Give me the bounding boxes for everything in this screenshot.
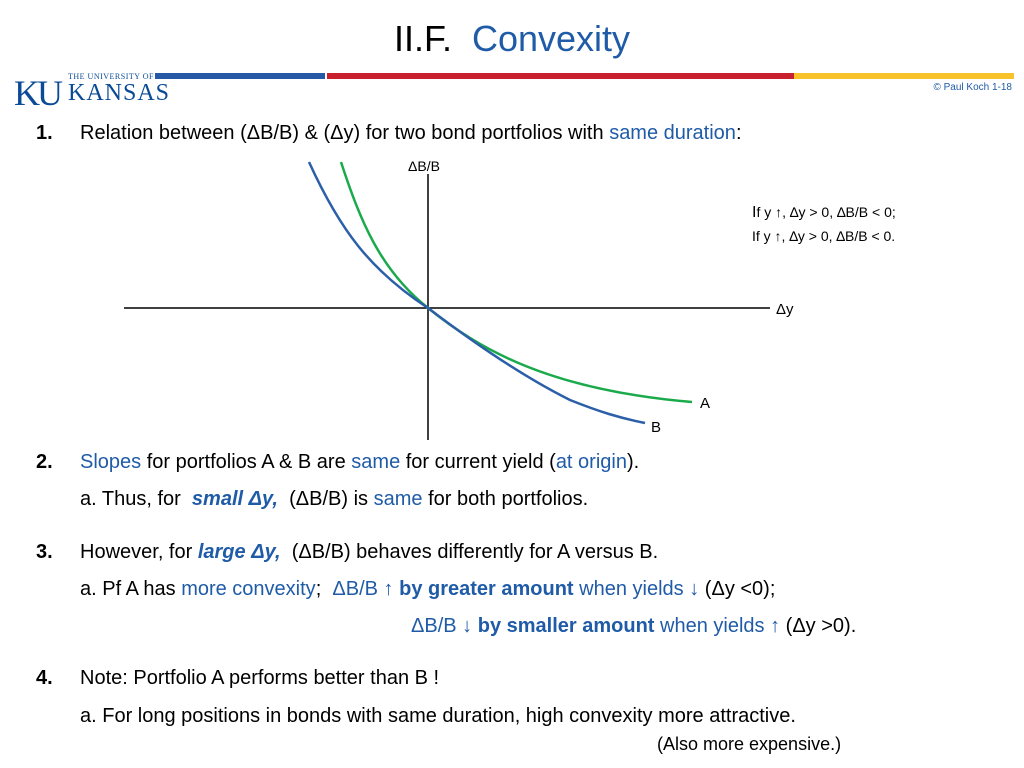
point-3b-text: ΔB/B ↓ by smaller amount when yields ↑ (… [411, 615, 856, 638]
point-3a-pre: a. Pf A has [80, 578, 176, 600]
point-2a-pre: a. Thus, for [80, 488, 181, 510]
point-4-number: 4. [36, 667, 53, 689]
x-axis-label: Δy [776, 301, 794, 318]
point-2a-post: for both portfolios. [428, 488, 589, 510]
point-3b-db: ΔB/B [411, 615, 457, 637]
point-3-text: However, for large Δy, (ΔB/B) behaves di… [80, 541, 658, 564]
point-3a-by: by greater amount [399, 578, 574, 600]
point-4-text: Note: Portfolio A performs better than B… [80, 667, 440, 689]
slide-title: II.F. Convexity [0, 18, 1024, 60]
header-bar-yellow [794, 73, 1014, 79]
point-3a-tail: (Δy <0); [704, 578, 776, 600]
header-bar-red [327, 73, 794, 79]
point-2-t1: for portfolios A & B are [146, 451, 346, 473]
down-arrow-icon: ↓ [462, 615, 473, 637]
y-axis-label: ΔB/B [408, 158, 440, 174]
note-line-1-rest: f y ↑, ∆y > 0, ∆B/B < 0; [756, 204, 895, 220]
curve-b-label: B [651, 419, 661, 436]
down-arrow-icon: ↓ [689, 578, 700, 600]
point-1-number: 1. [36, 122, 53, 144]
point-1-pre: Relation between (ΔB/B) & (Δy) for two b… [80, 122, 604, 144]
point-1-post: : [735, 122, 742, 144]
point-3b-by: by smaller amount [477, 615, 655, 637]
title-main: Convexity [471, 18, 631, 59]
point-4b-text: (Also more expensive.) [657, 734, 842, 754]
up-arrow-icon: ↑ [383, 578, 394, 600]
point-3-hl: large Δy, [197, 541, 281, 563]
point-3-pre: However, for [80, 541, 193, 563]
up-arrow-icon: ↑ [770, 615, 781, 637]
title-prefix: II.F. [393, 18, 452, 59]
point-2-hl2: same [351, 451, 401, 473]
point-3-number: 3. [36, 541, 53, 563]
point-2-text: Slopes for portfolios A & B are same for… [80, 451, 639, 474]
point-4a-text: a. For long positions in bonds with same… [80, 705, 796, 727]
point-2-hl3: at origin [555, 451, 627, 473]
note-line-1-initial: I [752, 204, 756, 221]
point-3a-hl: more convexity [181, 578, 316, 600]
logo-large-line: KANSAS [68, 80, 171, 106]
point-2a-text: a. Thus, for small Δy, (ΔB/B) is same fo… [80, 488, 588, 511]
logo-ku: KU [14, 73, 63, 113]
convexity-diagram: ΔB/B Δy A B If y ↑, ∆y > 0, ∆B/B < 0; If… [124, 158, 896, 440]
point-2-number: 2. [36, 451, 53, 473]
point-2-t2: for current yield ( [405, 451, 556, 473]
point-2-t3: ). [626, 451, 640, 473]
point-2-hl1: Slopes [80, 451, 142, 473]
curve-a-label: A [700, 395, 710, 412]
note-line-2: If y ↑, ∆y > 0, ∆B/B < 0. [752, 228, 895, 244]
point-3b-when: when yields [660, 615, 765, 637]
point-2a-hl2: same [373, 488, 423, 510]
note-line-1: If y ↑, ∆y > 0, ∆B/B < 0; [752, 204, 896, 221]
point-3a-text: a. Pf A has more convexity; ΔB/B ↑ by gr… [80, 578, 775, 601]
point-2a-mid: (ΔB/B) is [289, 488, 369, 510]
copyright: © Paul Koch 1-18 [933, 82, 1012, 93]
point-3a-semi: ; [315, 578, 322, 600]
logo-small-line: THE UNIVERSITY OF [68, 72, 154, 81]
point-3a-db: ΔB/B [332, 578, 378, 600]
curve-b [307, 161, 646, 425]
point-3-post: (ΔB/B) behaves differently for A versus … [291, 541, 659, 563]
point-3a-when: when yields [579, 578, 684, 600]
header-bar-blue [155, 73, 325, 79]
point-1-highlight: same duration [609, 122, 736, 144]
point-1-text: Relation between (ΔB/B) & (Δy) for two b… [80, 122, 742, 145]
point-3b-tail: (Δy >0). [785, 615, 857, 637]
point-2a-hl: small Δy, [191, 488, 278, 510]
